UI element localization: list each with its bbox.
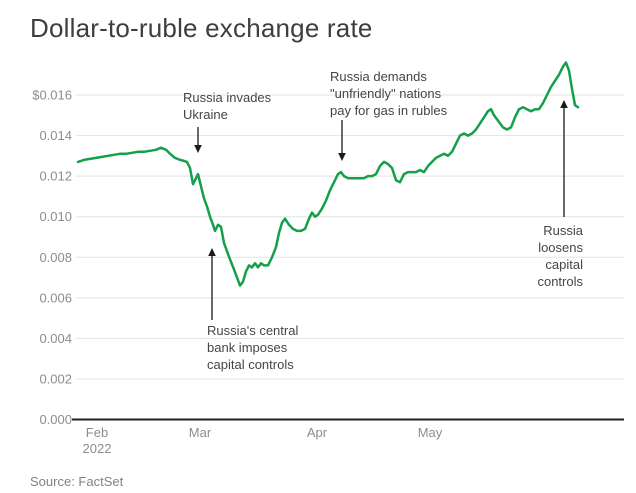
annotation-line: Russia (543, 223, 583, 238)
annotation-invades: Russia invades Ukraine (183, 89, 271, 123)
chart-title: Dollar-to-ruble exchange rate (30, 13, 373, 43)
annotation-line: capital controls (207, 357, 294, 372)
y-tick-label: 0.006 (39, 290, 72, 305)
annotation-line: Russia invades (183, 90, 272, 105)
y-tick-label: 0.008 (39, 250, 72, 265)
annotation-line: bank imposes (207, 340, 288, 355)
annotation-line: "unfriendly" nations (330, 86, 442, 101)
y-tick-label: $0.016 (32, 88, 72, 103)
annotation-gas-rubles: Russia demands "unfriendly" nations pay fo… (330, 68, 447, 119)
y-tick-label: 0.012 (39, 169, 72, 184)
x-tick-label: Feb (86, 425, 108, 440)
annotation-line: capital (545, 257, 583, 272)
annotation-line: Russia's central (207, 323, 299, 338)
arrow-up-icon (208, 248, 216, 256)
annotation-line: controls (537, 274, 583, 289)
y-tick-label: 0.004 (39, 331, 72, 346)
arrow-up-icon (560, 100, 568, 108)
x-tick-label: Mar (189, 425, 212, 440)
annotation-line: Ukraine (183, 107, 228, 122)
annotation-loosens-controls: Russia loosens capital controls (537, 222, 583, 290)
y-tick-label: 0.010 (39, 209, 72, 224)
annotation-capital-controls: Russia's central bank imposes capital cont… (207, 322, 298, 373)
arrow-down-icon (194, 145, 202, 153)
source-credit: Source: FactSet (30, 474, 124, 489)
annotation-line: Russia demands (330, 69, 427, 84)
y-tick-label: 0.000 (39, 412, 72, 427)
exchange-rate-line (76, 61, 580, 287)
x-tick-label: May (418, 425, 443, 440)
x-tick-year-label: 2022 (83, 441, 112, 456)
y-tick-label: 0.014 (39, 128, 72, 143)
annotation-line: pay for gas in rubles (330, 103, 448, 118)
y-tick-label: 0.002 (39, 371, 72, 386)
annotation-line: loosens (538, 240, 583, 255)
x-tick-label: Apr (307, 425, 328, 440)
arrow-down-icon (338, 153, 346, 161)
